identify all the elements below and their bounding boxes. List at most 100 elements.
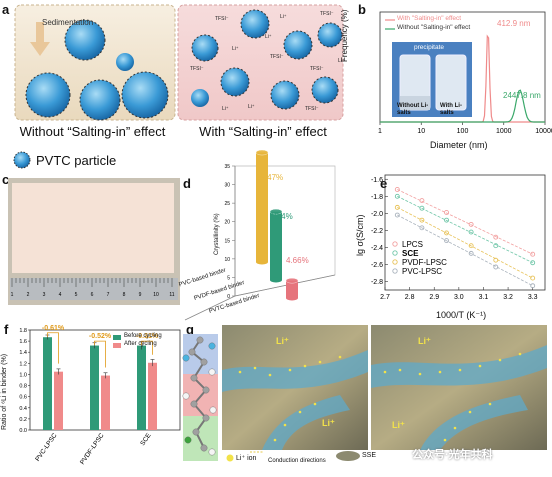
f-ytick-label: 0.2 [19, 417, 27, 423]
li-ion-dot [488, 402, 492, 406]
e-ytick-label: -2.8 [371, 279, 383, 286]
li-ion-dot [438, 370, 442, 374]
li-ion-dot [498, 358, 502, 362]
panel-d-label: d [183, 176, 191, 191]
ruler-number: 7 [107, 292, 110, 298]
inset-without-li: Without Li-salts [397, 103, 429, 116]
point [530, 283, 536, 289]
series-sce [394, 193, 536, 266]
atom [196, 336, 204, 344]
point [419, 205, 425, 211]
change-label: -0.52% [89, 333, 112, 340]
point [468, 250, 474, 256]
panel-c-label: c [2, 172, 10, 187]
e-xtick-label: 3.0 [454, 294, 464, 301]
watermark: 公众号·光年共科 [412, 449, 493, 461]
series-pvdf-lpsc [394, 204, 536, 281]
point [444, 217, 449, 223]
f-ytick-label: 0.4 [19, 406, 27, 412]
d-ztick-label: 35 [224, 164, 230, 170]
d-ztick-label: 0 [227, 294, 230, 300]
li-ion-dot [418, 372, 422, 376]
li-ion-dot [298, 410, 302, 414]
panel-e-label: e [380, 176, 388, 191]
f-ytick-label: 1.2 [19, 361, 27, 367]
value-label-pvtc: 4.66% [286, 256, 309, 265]
ruler-number: 8 [123, 292, 126, 298]
legend-label: LPCS [402, 240, 423, 249]
point [394, 187, 400, 192]
atom [209, 406, 217, 414]
sedimentation-arrow [30, 42, 50, 56]
panel-a-left-caption: Without “Salting-in” effect [19, 124, 166, 139]
li-ion-dot [443, 438, 447, 442]
point [444, 238, 449, 244]
d-ztick-label: 5 [227, 275, 230, 281]
b-xtick-label: 10000 [535, 128, 552, 135]
legend-swatch-before [113, 335, 121, 340]
li-ion-dot [398, 368, 402, 372]
ion-label: Li⁺ [248, 104, 255, 110]
e-xtick-label: 3.2 [503, 294, 513, 301]
b-xtick-label: 10 [417, 128, 425, 135]
ruler-number: 1 [11, 292, 14, 298]
d-ztick-label: 10 [224, 257, 230, 263]
bar-before [90, 345, 99, 430]
point [493, 234, 499, 240]
atom [182, 354, 190, 362]
series-without-salting-in [380, 89, 545, 123]
f-ytick-label: 1.6 [19, 339, 27, 345]
li-ion-dot [303, 364, 307, 368]
li-ion-dot [273, 438, 277, 442]
e-ytick-label: -2.0 [371, 211, 383, 218]
li-ion-dot [458, 368, 462, 372]
li-label-h1: Li⁺ [276, 336, 289, 346]
ruler-number: 6 [91, 292, 94, 298]
atom [192, 428, 200, 436]
ion-label: TFSI⁻ [320, 11, 334, 17]
legend-conduction: Conduction directions [268, 458, 326, 464]
e-xtick-label: 3.3 [528, 294, 538, 301]
legend-sse: SSE [362, 452, 377, 459]
sedimentation-label: Sedimentation [42, 18, 94, 27]
bar-pvtc [285, 277, 299, 301]
d-ztick-label: 30 [224, 183, 230, 189]
point [444, 230, 449, 236]
vial-right [435, 54, 467, 111]
bar-before [43, 337, 52, 430]
binder-film [12, 183, 174, 273]
point [419, 198, 425, 204]
bar-after [101, 375, 110, 430]
point [468, 221, 474, 227]
e-ytick-label: -1.6 [371, 177, 383, 184]
point [468, 243, 474, 249]
point [394, 212, 400, 218]
peak-label-with: 412.9 nm [497, 19, 531, 28]
ion-label: Li⁺ [338, 58, 345, 64]
panel-e-xlabel: 1000/T (K⁻¹) [436, 310, 487, 320]
e-xtick-label: 2.7 [380, 294, 390, 301]
f-ytick-label: 1.0 [19, 372, 27, 378]
right-particles [191, 9, 343, 110]
channel-h-1 [222, 350, 368, 392]
e-xtick-label: 3.1 [479, 294, 489, 301]
point [530, 251, 536, 257]
legend-without: Without "Salting-in" effect [397, 24, 471, 31]
panel-a-right-caption: With “Salting-in” effect [199, 124, 327, 139]
li-ion-dot [468, 410, 472, 414]
inset-with-li: With Li-salts [440, 103, 462, 116]
ruler-number: 4 [59, 292, 62, 298]
ion-label: Li⁺ [265, 34, 272, 40]
li-label-h2: Li⁺ [322, 418, 335, 428]
bar-before [137, 345, 146, 430]
atom [200, 444, 208, 452]
atom [182, 392, 190, 400]
ion-label: Li⁺ [232, 46, 239, 52]
ruler-number: 3 [43, 292, 46, 298]
li-ion-dot [518, 352, 522, 356]
b-xtick-label: 1 [378, 128, 382, 135]
